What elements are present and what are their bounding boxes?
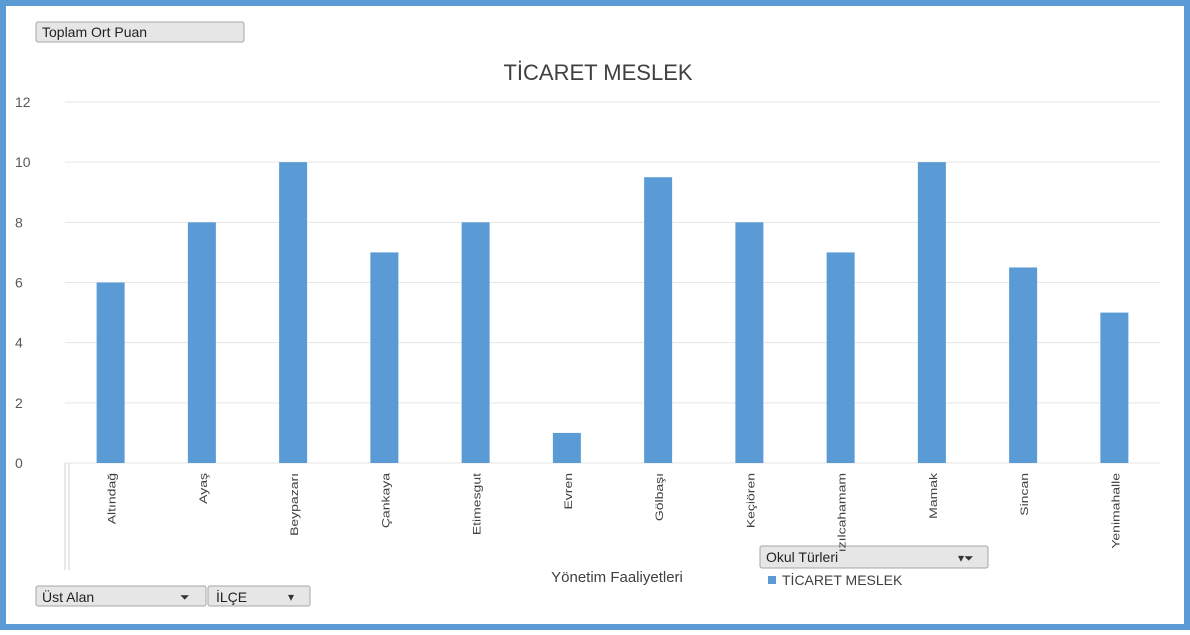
legend-label: TİCARET MESLEK bbox=[782, 571, 903, 588]
bar bbox=[187, 222, 216, 463]
y-tick-label: 0 bbox=[15, 455, 23, 471]
bar bbox=[735, 222, 764, 463]
button-label: Toplam Ort Puan bbox=[42, 24, 147, 40]
x-tick-label: Çankaya bbox=[380, 472, 392, 528]
x-tick-label: Ayaş bbox=[197, 473, 209, 504]
chart-title: TİCARET MESLEK bbox=[503, 60, 692, 85]
filter-button[interactable]: Üst Alan ⏷ bbox=[35, 585, 207, 607]
dropdown-icon: ▾ bbox=[288, 590, 294, 604]
button-label: Üst Alan bbox=[42, 588, 94, 605]
y-tick-label: 4 bbox=[15, 335, 23, 351]
legend-swatch bbox=[768, 576, 776, 584]
x-tick-label: Gölbaşı bbox=[653, 473, 665, 521]
filter-icon: ▾⏷ bbox=[958, 551, 974, 565]
bar bbox=[917, 162, 946, 463]
y-tick-label: 6 bbox=[15, 275, 23, 291]
bar bbox=[461, 222, 490, 463]
x-tick-label: Altındağ bbox=[106, 473, 118, 524]
y-tick-label: 10 bbox=[15, 154, 31, 170]
filter-icon: ⏷ bbox=[179, 590, 190, 604]
value-field-button[interactable]: Toplam Ort Puan bbox=[35, 21, 245, 43]
x-tick-label: Keçiören bbox=[745, 473, 757, 528]
x-axis-title: Yönetim Faaliyetleri bbox=[551, 569, 683, 586]
x-tick-label: Sincan bbox=[1018, 473, 1030, 516]
x-tick-label: Yenimahalle bbox=[1110, 473, 1122, 549]
y-tick-label: 2 bbox=[15, 395, 23, 411]
x-tick-label: Evren bbox=[562, 473, 574, 510]
bar bbox=[552, 432, 581, 463]
button-label: İLÇE bbox=[216, 588, 247, 605]
bar bbox=[279, 162, 308, 463]
x-tick-label: Beypazarı bbox=[288, 473, 300, 536]
x-tick-label: Mamak bbox=[927, 472, 939, 519]
bar bbox=[370, 252, 399, 463]
x-tick-label: ızılcahamam bbox=[836, 473, 848, 552]
bar bbox=[1009, 267, 1038, 463]
bar bbox=[1100, 312, 1129, 463]
bar bbox=[96, 282, 125, 463]
x-tick-label: Etimesgut bbox=[471, 472, 483, 535]
y-tick-label: 8 bbox=[15, 214, 23, 230]
bar bbox=[826, 252, 855, 463]
button-label: Okul Türleri bbox=[766, 549, 838, 565]
y-tick-label: 12 bbox=[15, 94, 31, 110]
filter-button[interactable]: İLÇE ▾ bbox=[207, 585, 311, 607]
legend-field-button[interactable]: Okul Türleri ▾⏷ bbox=[759, 545, 989, 569]
bar bbox=[644, 177, 673, 464]
